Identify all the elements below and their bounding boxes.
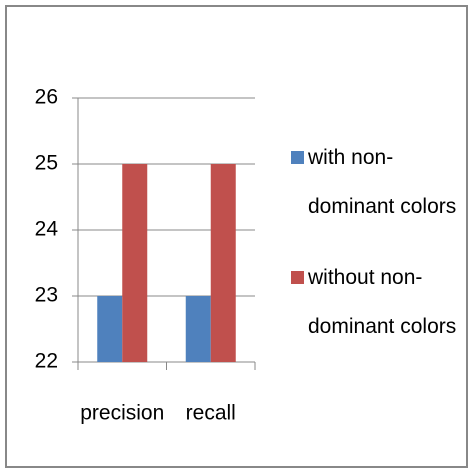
bar [185,296,211,362]
bar [210,164,236,362]
legend-label: without non-dominant colors [307,266,456,338]
legend-label-line: with non- [307,146,393,169]
bar [97,296,123,362]
y-tick-label: 23 [35,284,58,307]
chart-frame [5,5,468,468]
legend-label-line: dominant colors [308,195,456,218]
y-tick-label: 25 [35,152,58,175]
y-tick-label: 26 [35,86,58,109]
bar [122,164,148,362]
x-tick-label: recall [186,402,236,425]
legend-label-line: without non- [307,266,422,289]
y-tick-label: 24 [35,218,59,241]
legend-label: with non-dominant colors [307,146,456,218]
legend-label-line: dominant colors [308,315,456,338]
x-tick-label: precision [80,402,164,425]
legend-swatch [291,271,304,284]
legend-swatch [291,151,304,164]
y-tick-label: 22 [35,350,58,373]
